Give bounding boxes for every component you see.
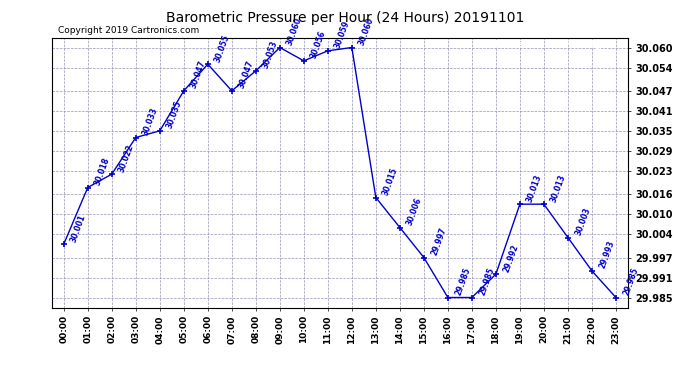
Text: 30.003: 30.003 xyxy=(573,206,592,237)
Text: 30.006: 30.006 xyxy=(406,196,424,227)
Text: 30.047: 30.047 xyxy=(189,60,208,90)
Text: 30.055: 30.055 xyxy=(213,33,232,63)
Text: 30.035: 30.035 xyxy=(166,100,184,130)
Text: 30.001: 30.001 xyxy=(69,213,88,243)
Text: 30.013: 30.013 xyxy=(549,173,568,203)
Text: 29.985: 29.985 xyxy=(477,266,496,297)
Text: 30.047: 30.047 xyxy=(237,60,256,90)
Text: 30.013: 30.013 xyxy=(525,173,544,203)
Text: 29.985: 29.985 xyxy=(622,266,640,297)
Text: 29.992: 29.992 xyxy=(502,243,520,273)
Text: 29.985: 29.985 xyxy=(453,266,472,297)
Text: 30.022: 30.022 xyxy=(117,143,136,173)
Text: Barometric Pressure per Hour (24 Hours) 20191101: Barometric Pressure per Hour (24 Hours) … xyxy=(166,11,524,25)
Text: 29.997: 29.997 xyxy=(429,226,448,257)
Text: 30.060: 30.060 xyxy=(286,16,304,47)
Text: 29.993: 29.993 xyxy=(598,240,616,270)
Text: 30.018: 30.018 xyxy=(93,156,112,187)
Text: Copyright 2019 Cartronics.com: Copyright 2019 Cartronics.com xyxy=(57,26,199,35)
Text: 30.033: 30.033 xyxy=(141,106,160,137)
Text: 30.059: 30.059 xyxy=(333,20,352,50)
Text: 30.060: 30.060 xyxy=(357,16,376,47)
Text: 30.053: 30.053 xyxy=(262,40,279,70)
Text: 30.056: 30.056 xyxy=(309,30,328,60)
Text: 30.015: 30.015 xyxy=(382,166,400,197)
